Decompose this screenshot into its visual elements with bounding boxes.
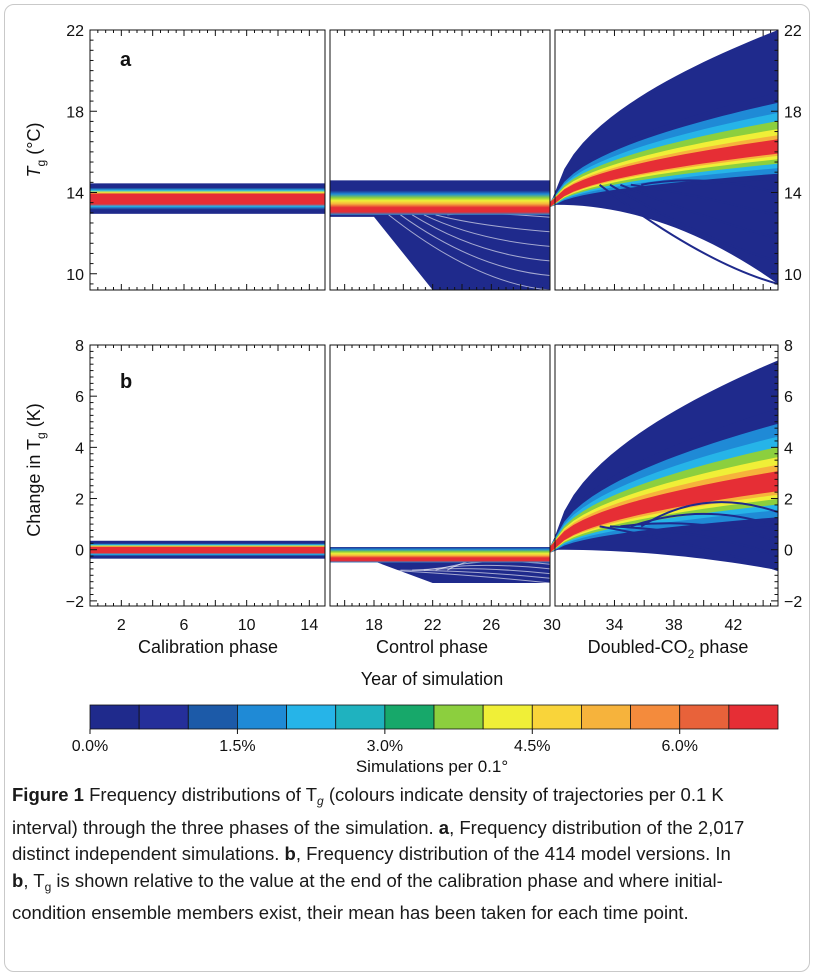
svg-text:Tg (°C): Tg (°C) — [24, 123, 48, 178]
phase-label-control: Control phase — [376, 637, 488, 657]
x-tick-label: 22 — [424, 617, 442, 634]
figure-caption: Figure 1 Frequency distributions of Tg (… — [12, 784, 745, 923]
y-tick-label-left: 8 — [75, 338, 84, 355]
co2-diverging-trajectory — [620, 183, 779, 240]
colorbar-swatch — [89, 704, 140, 730]
co2-diverging-trajectory — [609, 183, 779, 263]
panel-label-b: b — [120, 371, 132, 393]
co2-diverging-trajectory — [599, 525, 779, 572]
y-tick-label-left: 0 — [75, 543, 84, 560]
control-trajectory-gap — [423, 214, 551, 247]
x-tick-label: 2 — [117, 617, 126, 634]
colorbar-swatch — [187, 704, 238, 730]
control-trajectory-gap — [388, 569, 551, 584]
control-trajectory-gap — [411, 214, 551, 262]
caption-label: Figure 1 — [12, 784, 84, 805]
control-band — [330, 547, 550, 563]
y-tick-label-right: 18 — [784, 104, 802, 121]
panel-a: 10 10 14 14 18 18 22 22 — [66, 23, 802, 291]
y-tick-label-right: 22 — [784, 23, 802, 40]
co2-diverging-trajectory — [630, 512, 779, 528]
panel-label-a: a — [120, 49, 132, 71]
x-tick-label: 26 — [482, 617, 500, 634]
co2-diverging-trajectory — [598, 183, 779, 285]
x-tick-label: 34 — [606, 617, 624, 634]
co2-diverging-trajectory — [609, 525, 779, 557]
control-trajectory-gap — [400, 214, 551, 276]
y-tick-label-left: 18 — [66, 104, 84, 121]
x-tick-label: 10 — [238, 617, 256, 634]
control-trajectory-gap — [435, 214, 551, 233]
y-tick-label-right: 0 — [784, 543, 793, 560]
y-tick-label-left: 10 — [66, 267, 84, 284]
colorbar-tick-label: 1.5% — [219, 738, 255, 755]
y-tick-label-left: 6 — [75, 389, 84, 406]
colorbar-swatch — [531, 704, 582, 730]
y-tick-label-left: −2 — [66, 594, 84, 611]
colorbar-swatch — [581, 704, 631, 730]
co2-diverging-trajectory — [630, 183, 779, 217]
colorbar-tick-label: 6.0% — [661, 738, 697, 755]
phase-label-doubled-co2: Doubled-CO2 phase — [588, 637, 749, 661]
x-tick-label: 30 — [543, 617, 561, 634]
y-tick-label-right: 14 — [784, 186, 802, 203]
y-axis-title-a: Tg (°C) — [24, 123, 48, 178]
co2-band-6 — [550, 471, 778, 553]
colorbar-swatch — [482, 704, 533, 730]
x-axis-title: Year of simulation — [361, 669, 503, 689]
control-trajectory-gap — [388, 214, 551, 291]
colorbar-tick-label: 0.0% — [72, 738, 108, 755]
y-tick-label-right: 6 — [784, 389, 793, 406]
colorbar-tick-label: 4.5% — [514, 738, 550, 755]
y-tick-label-left: 22 — [66, 23, 84, 40]
control-trajectory-gap — [423, 564, 551, 571]
svg-text:Change in Tg (K): Change in Tg (K) — [24, 403, 48, 536]
colorbar: 0.0% 1.5% 3.0% 4.5% 6.0% — [72, 704, 779, 755]
colorbar-label: Simulations per 0.1° — [356, 757, 508, 776]
x-tick-label: 18 — [365, 617, 383, 634]
colorbar-swatch — [728, 704, 779, 730]
colorbar-tick-label: 3.0% — [367, 738, 403, 755]
y-tick-label-left: 2 — [75, 492, 84, 509]
co2-diverging-trajectory — [640, 501, 779, 528]
colorbar-swatch — [679, 704, 730, 730]
calibration-band — [90, 543, 325, 557]
x-tick-label: 42 — [725, 617, 743, 634]
co2-band-6 — [550, 139, 778, 208]
x-tick-label: 38 — [665, 617, 683, 634]
colorbar-swatch — [630, 704, 681, 730]
colorbar-swatch — [384, 704, 435, 730]
co2-diverging-trajectory — [641, 179, 779, 195]
colorbar-swatch — [138, 704, 189, 730]
y-tick-label-right: 2 — [784, 492, 793, 509]
y-tick-label-left: 4 — [75, 440, 84, 457]
calibration-band — [90, 187, 325, 210]
colorbar-swatch — [335, 704, 386, 730]
control-band — [330, 190, 550, 215]
y-tick-label-right: 4 — [784, 440, 793, 457]
phase-label-calibration: Calibration phase — [138, 637, 278, 657]
colorbar-swatch — [286, 704, 337, 730]
x-tick-label: 6 — [180, 617, 189, 634]
y-tick-label-right: 10 — [784, 267, 802, 284]
panel-b: −2 −2 0 0 2 2 4 4 6 6 8 8 — [66, 338, 803, 611]
y-axis-title-b: Change in Tg (K) — [24, 403, 48, 536]
y-tick-label-left: 14 — [66, 186, 84, 203]
control-trajectory-gap — [400, 569, 551, 579]
x-tick-label: 14 — [300, 617, 318, 634]
colorbar-swatch — [237, 704, 287, 730]
colorbar-swatch — [433, 704, 484, 730]
y-tick-label-right: 8 — [784, 338, 793, 355]
y-tick-label-right: −2 — [784, 594, 802, 611]
